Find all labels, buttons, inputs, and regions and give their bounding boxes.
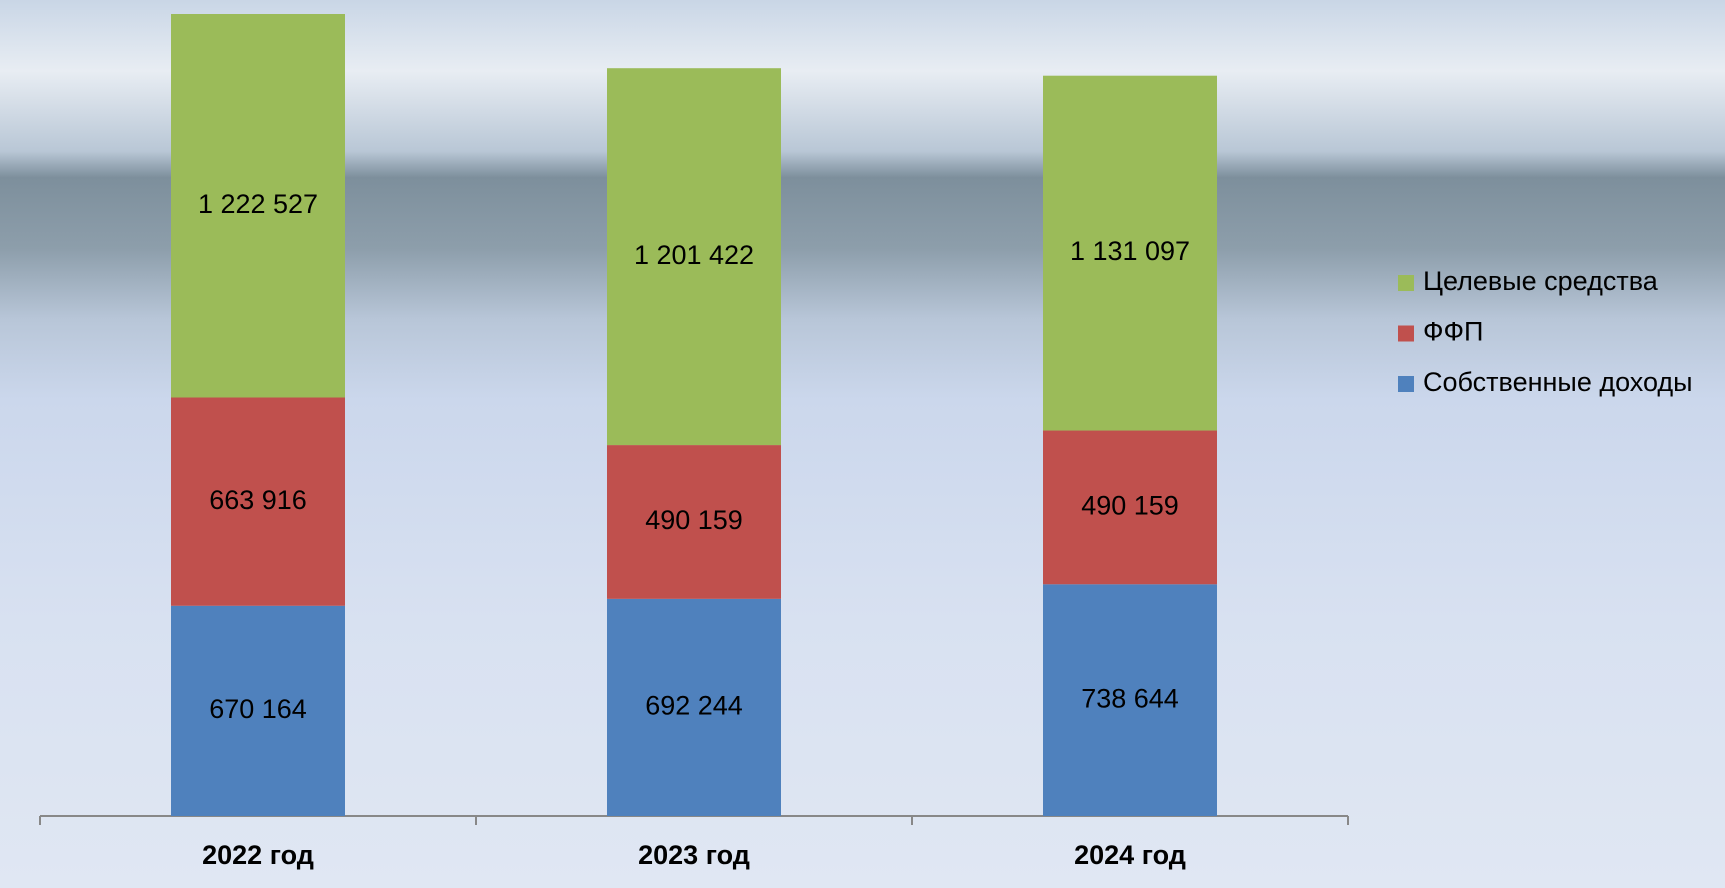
legend-swatch: [1398, 275, 1414, 291]
legend-label: Целевые средства: [1423, 266, 1659, 296]
bar-segment: [607, 445, 781, 599]
bar-segment: [1043, 584, 1217, 816]
data-label: 1 222 527: [198, 189, 318, 219]
bar-segment: [1043, 75, 1217, 431]
bar-segment: [607, 68, 781, 446]
data-label: 692 244: [645, 691, 743, 721]
x-tick-label: 2022 год: [202, 840, 314, 870]
legend-label: Собственные доходы: [1423, 367, 1693, 397]
data-label: 663 916: [209, 485, 307, 515]
data-label: 490 159: [1081, 491, 1179, 521]
bar-segment: [171, 605, 345, 816]
x-tick-label: 2023 год: [638, 840, 750, 870]
data-label: 1 131 097: [1070, 236, 1190, 266]
legend-label: ФФП: [1423, 317, 1483, 347]
bar-segment: [171, 14, 345, 398]
data-label: 1 201 422: [634, 240, 754, 270]
x-tick-label: 2024 год: [1074, 840, 1186, 870]
bar-segment: [1043, 430, 1217, 585]
data-label: 670 164: [209, 694, 307, 724]
legend-swatch: [1398, 325, 1414, 342]
data-label: 490 159: [645, 505, 743, 535]
data-label: 738 644: [1081, 683, 1179, 713]
bar-segment: [171, 397, 345, 606]
legend-swatch: [1398, 376, 1414, 392]
bar-segment: [607, 598, 781, 816]
